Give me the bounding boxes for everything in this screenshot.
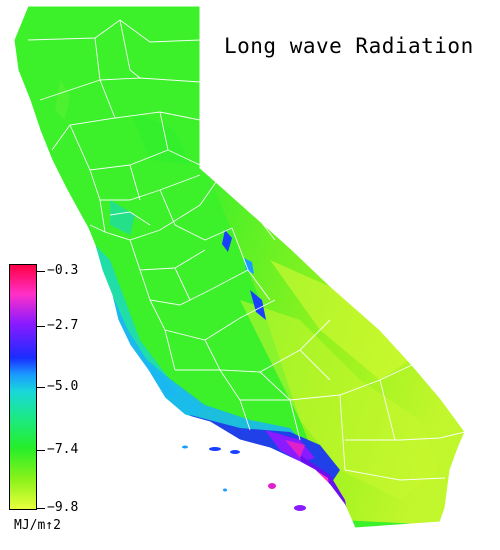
legend-units: MJ/m↑2: [14, 518, 61, 533]
county-boundaries: [27, 19, 465, 481]
legend-tick: [37, 271, 45, 272]
legend-tick-label: −9.8: [47, 500, 79, 515]
state-outline: [13, 5, 466, 529]
legend-tick-label: −0.3: [47, 263, 79, 278]
map-title: Long wave Radiation: [224, 34, 474, 58]
channel-islands: [182, 445, 306, 511]
legend-tick-label: −5.0: [47, 379, 79, 394]
legend-color-bar: [9, 264, 37, 510]
legend-tick: [37, 450, 45, 451]
legend-tick: [37, 508, 45, 509]
legend-tick: [37, 387, 45, 388]
legend-tick: [37, 326, 45, 327]
legend-tick-label: −2.7: [47, 318, 79, 333]
legend-tick-label: −7.4: [47, 442, 79, 457]
